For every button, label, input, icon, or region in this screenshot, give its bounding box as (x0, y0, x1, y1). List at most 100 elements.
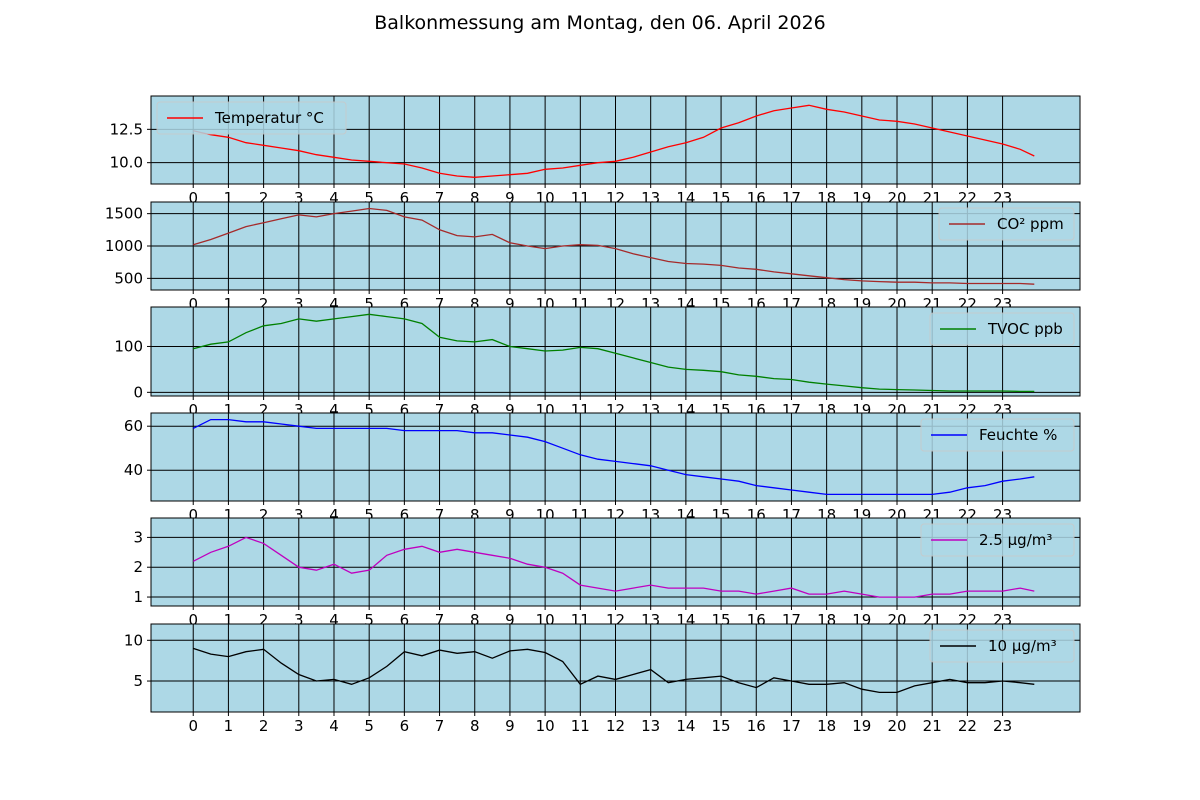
legend-label: Temperatur °C (214, 109, 324, 127)
panel-1: 0 1 2 3 4 5 6 7 8 9 10 11 12 13 14 15 16 17 18 19 20 21 22 2310… (110, 95, 1081, 207)
x-tick-label: 5 (364, 189, 374, 207)
figure-title: Balkonmessung am Montag, den 06. April 2… (374, 12, 826, 34)
x-tick-label: 9 (505, 506, 515, 524)
x-tick-label: 2 (259, 506, 269, 524)
y-tick-label: 10.0 (110, 154, 143, 172)
x-tick-label: 2 (259, 611, 269, 629)
series-line (192, 536, 1035, 598)
x-tick-label: 1 (224, 717, 234, 735)
x-tick-label: 1 (224, 401, 234, 419)
x-tick-label: 21 (923, 717, 942, 735)
x-tick-label: 8 (470, 401, 480, 419)
x-tick-label: 4 (329, 295, 339, 313)
x-tick-label: 9 (505, 401, 515, 419)
x-tick-label: 22 (958, 717, 977, 735)
legend: Feuchte % (920, 418, 1075, 452)
panel-3: 0 1 2 3 4 5 6 7 8 9 10 11 12 13 14 15 16 17 18 19 20 21 22 2301… (114, 306, 1081, 419)
x-tick-label: 11 (571, 717, 590, 735)
x-tick-label: 2 (259, 401, 269, 419)
x-tick-label: 1 (224, 295, 234, 313)
x-tick-label: 23 (993, 717, 1012, 735)
y-tick-label: 0 (133, 383, 143, 401)
legend-label: TVOC ppb (987, 320, 1063, 338)
panel-4: 0 1 2 3 4 5 6 7 8 9 10 11 12 13 14 15 16 17 18 19 20 21 22 2340… (124, 412, 1081, 524)
x-tick-label: 0 (188, 189, 198, 207)
series-line (193, 207, 1035, 285)
x-tick-label: 20 (887, 717, 906, 735)
legend-label: Feuchte % (979, 426, 1057, 444)
panel-5: 0 1 2 3 4 5 6 7 8 9 10 11 12 13 14 15 16 17 18 19 20 21 22 2312… (133, 517, 1081, 629)
x-tick-label: 3 (294, 295, 304, 313)
y-tick-label: 60 (124, 417, 143, 435)
legend-frame (156, 101, 347, 135)
x-tick-label: 5 (364, 401, 374, 419)
y-tick-label: 2 (133, 558, 143, 576)
x-tick-label: 7 (435, 295, 445, 313)
legend-frame (929, 629, 1075, 663)
x-tick-label: 3 (294, 401, 304, 419)
y-tick-label: 1500 (105, 205, 143, 223)
x-tick-label: 9 (505, 611, 515, 629)
x-tick-label: 18 (817, 717, 836, 735)
x-tick-label: 9 (505, 717, 515, 735)
x-tick-label: 6 (400, 611, 410, 629)
x-tick-label: 0 (188, 401, 198, 419)
x-tick-label: 8 (470, 506, 480, 524)
x-tick-label: 4 (329, 189, 339, 207)
y-tick-label: 1 (133, 588, 143, 606)
x-tick-label: 7 (435, 717, 445, 735)
x-tick-label: 8 (470, 295, 480, 313)
x-tick-label: 8 (470, 717, 480, 735)
panel-6: 0 1 2 3 4 5 6 7 8 9 10 11 12 13 14 15 16 17 18 19 20 21 22 2351… (124, 623, 1081, 735)
x-tick-label: 3 (294, 611, 304, 629)
x-tick-label: 19 (852, 717, 871, 735)
legend-label: CO² ppm (997, 215, 1064, 233)
legend-label: 10 µg/m³ (988, 637, 1057, 655)
legend-label: 2.5 µg/m³ (979, 531, 1052, 549)
legend: Temperatur °C (156, 101, 347, 135)
x-tick-label: 4 (329, 611, 339, 629)
x-tick-label: 7 (435, 506, 445, 524)
x-tick-label: 16 (747, 717, 766, 735)
x-tick-label: 5 (364, 506, 374, 524)
x-tick-label: 1 (224, 506, 234, 524)
series-line (193, 104, 1035, 178)
x-tick-label: 6 (400, 401, 410, 419)
legend: CO² ppm (938, 207, 1075, 241)
x-tick-label: 13 (641, 717, 660, 735)
y-tick-label: 12.5 (110, 120, 143, 138)
x-tick-label: 8 (470, 189, 480, 207)
x-tick-label: 1 (224, 611, 234, 629)
x-tick-label: 6 (400, 295, 410, 313)
x-tick-label: 2 (259, 295, 269, 313)
x-tick-label: 4 (329, 401, 339, 419)
x-tick-label: 0 (188, 611, 198, 629)
x-tick-label: 4 (329, 717, 339, 735)
y-tick-label: 3 (133, 528, 143, 546)
series-line (192, 418, 1035, 496)
x-tick-label: 6 (400, 506, 410, 524)
x-tick-label: 4 (329, 506, 339, 524)
x-tick-label: 2 (259, 717, 269, 735)
legend-frame (920, 523, 1075, 557)
y-tick-label: 10 (124, 631, 143, 649)
legend-frame (938, 207, 1075, 241)
x-tick-label: 6 (400, 189, 410, 207)
x-tick-label: 7 (435, 611, 445, 629)
x-tick-label: 1 (224, 189, 234, 207)
y-tick-label: 5 (133, 672, 143, 690)
x-tick-label: 3 (294, 506, 304, 524)
x-tick-label: 0 (188, 717, 198, 735)
legend: 10 µg/m³ (929, 629, 1075, 663)
series-line (193, 313, 1035, 393)
x-tick-label: 10 (536, 717, 555, 735)
x-tick-label: 0 (188, 295, 198, 313)
x-tick-label: 17 (782, 717, 801, 735)
legend: TVOC ppb (929, 312, 1075, 346)
y-tick-label: 1000 (105, 237, 143, 255)
y-tick-label: 100 (114, 337, 143, 355)
y-tick-label: 500 (114, 269, 143, 287)
x-tick-label: 15 (712, 717, 731, 735)
panel-2: 0 1 2 3 4 5 6 7 8 9 10 11 12 13 14 15 16 17 18 19 20 21 22 2350… (105, 201, 1081, 313)
